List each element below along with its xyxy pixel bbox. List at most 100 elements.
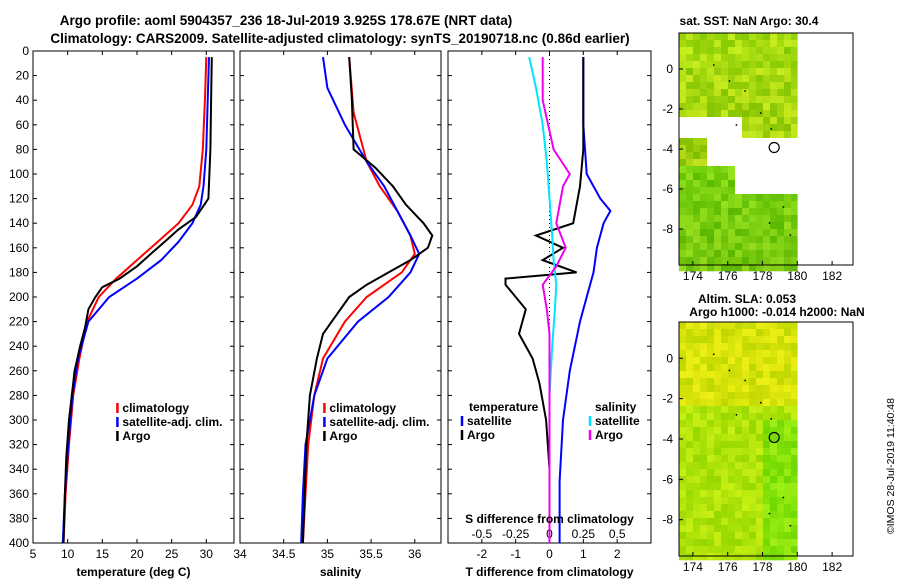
argo-float-marker — [768, 141, 780, 154]
map-cell — [686, 448, 694, 456]
salinity-profile-panel: 34 34.5 35 35.5 36 salinity climatologysatelli… — [233, 50, 442, 579]
map-cell — [777, 75, 785, 83]
map-cell — [686, 124, 694, 132]
map-cell — [791, 201, 798, 209]
map-cell — [700, 350, 708, 358]
map-cell — [770, 385, 778, 393]
map-cell — [784, 350, 792, 358]
series-climatology-line — [301, 57, 416, 544]
map-cell — [721, 413, 729, 421]
map-cell — [735, 336, 743, 344]
map-cell — [749, 322, 757, 330]
map-cell — [756, 61, 764, 69]
map-cell — [707, 250, 715, 258]
map-cell — [749, 124, 757, 132]
map-cell — [728, 208, 736, 216]
map-cell — [721, 490, 729, 498]
map-cell — [714, 96, 722, 104]
map-cell — [700, 322, 708, 330]
map-cell — [714, 89, 722, 97]
map-cell — [791, 33, 798, 41]
map-cell — [777, 131, 785, 139]
map-cell — [721, 483, 729, 491]
map-cell — [728, 96, 736, 104]
map-cell — [707, 54, 715, 62]
map-cell — [721, 117, 729, 125]
map-cell — [791, 117, 798, 125]
map-cell — [707, 243, 715, 251]
map-cell — [686, 385, 694, 393]
map-cell — [763, 497, 771, 505]
map-cell — [784, 483, 792, 491]
map-cell — [728, 61, 736, 69]
map-cell — [721, 61, 729, 69]
map-cell — [756, 518, 764, 526]
map-cell — [784, 152, 792, 160]
map-cell — [756, 229, 764, 237]
map-cell — [756, 350, 764, 358]
map-cell — [735, 166, 743, 174]
map-cell — [728, 329, 736, 337]
map-cell — [770, 406, 778, 414]
map-cell — [756, 47, 764, 55]
map-cell — [714, 131, 722, 139]
map-cell — [728, 264, 736, 272]
map-cell — [791, 357, 798, 365]
map-cell — [721, 68, 729, 76]
map-cell — [735, 413, 743, 421]
map-cell — [777, 546, 785, 554]
map-cell — [777, 173, 785, 181]
map-cell — [777, 413, 785, 421]
map-cell — [749, 469, 757, 477]
map-cell — [714, 236, 722, 244]
map-cell — [791, 236, 798, 244]
map-cell — [707, 40, 715, 48]
map-cell — [742, 511, 750, 519]
map-cell — [693, 504, 701, 512]
map-cell — [721, 448, 729, 456]
map-cell — [763, 539, 771, 547]
map-cell — [763, 504, 771, 512]
map-cell — [693, 89, 701, 97]
map-cell — [770, 343, 778, 351]
island-dot — [735, 413, 738, 416]
map-cell — [770, 490, 778, 498]
map-cell — [721, 103, 729, 111]
map-cell — [728, 385, 736, 393]
map-cell — [791, 75, 798, 83]
map-cell — [777, 110, 785, 118]
map-cell — [777, 138, 785, 146]
map-cell — [700, 138, 708, 146]
map-cell — [714, 75, 722, 83]
y-tick-label: -6 — [662, 472, 673, 486]
x-tick-label: 34 — [233, 547, 247, 561]
map-cell — [721, 455, 729, 463]
map-cell — [763, 40, 771, 48]
map-cell — [721, 194, 729, 202]
map-cell — [735, 406, 743, 414]
map-cell — [756, 371, 764, 379]
map-cell — [707, 208, 715, 216]
map-cell — [784, 264, 792, 272]
map-cell — [707, 336, 715, 344]
map-cell — [693, 124, 701, 132]
map-cell — [728, 82, 736, 90]
map-cell — [693, 322, 701, 330]
map-cell — [700, 40, 708, 48]
map-cell — [770, 483, 778, 491]
island-dot — [728, 80, 731, 82]
argo-float-marker — [768, 431, 780, 444]
map-cell — [777, 229, 785, 237]
map-cell — [763, 180, 771, 188]
map-cell — [707, 343, 715, 351]
x-axis-label: T difference from climatology — [465, 565, 633, 579]
map-cell — [721, 180, 729, 188]
x-tick-label: 180 — [787, 560, 807, 574]
map-cell — [784, 187, 792, 195]
map-cell — [735, 33, 743, 41]
map-cell — [742, 406, 750, 414]
map-cell — [791, 350, 798, 358]
map-cell — [707, 532, 715, 540]
map-cell — [721, 420, 729, 428]
map-cell — [791, 490, 798, 498]
